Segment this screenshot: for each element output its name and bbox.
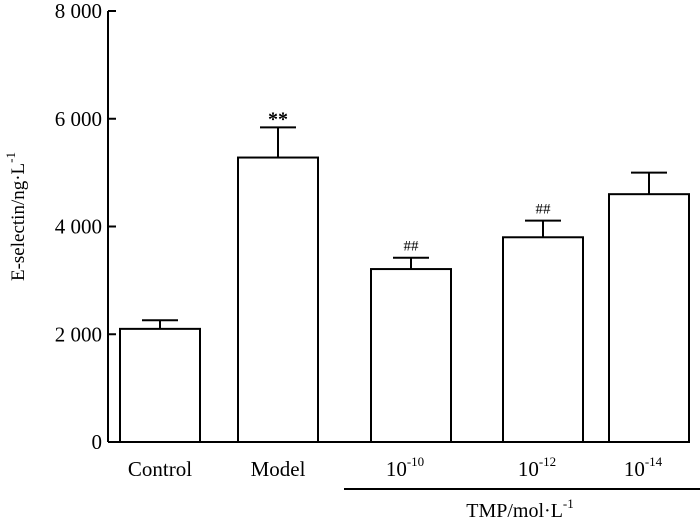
bar-model xyxy=(237,156,319,443)
significance-model: ** xyxy=(268,108,288,130)
y-tick-label-1: 2 000 xyxy=(55,322,102,346)
y-tick-label-2: 4 000 xyxy=(55,215,102,239)
category-label-tmp-14: 10-14 xyxy=(624,454,663,481)
chart-labels: 0 2 000 4 000 6 000 8 000 Control ** Model ## 10-… xyxy=(3,0,663,519)
bar-tmp-14 xyxy=(608,193,690,443)
bar-tmp-12 xyxy=(502,236,584,443)
category-label-control: Control xyxy=(128,457,192,481)
y-tick-label-4: 8 000 xyxy=(55,0,102,23)
x-axis-label: TMP/mol·L-1 xyxy=(466,496,574,519)
y-tick-label-3: 6 000 xyxy=(55,107,102,131)
significance-tmp-12: ## xyxy=(536,202,552,218)
category-label-model: Model xyxy=(251,457,306,481)
category-label-tmp-10: 10-10 xyxy=(386,454,424,481)
y-tick-label-0: 0 xyxy=(92,430,103,454)
category-label-tmp-12: 10-12 xyxy=(518,454,556,481)
bar-tmp-10 xyxy=(370,268,452,443)
chart-bars xyxy=(119,126,690,443)
significance-tmp-10: ## xyxy=(404,239,420,255)
bar-control xyxy=(119,327,201,443)
y-axis-label: E-selectin/ng·L-1 xyxy=(3,152,29,281)
